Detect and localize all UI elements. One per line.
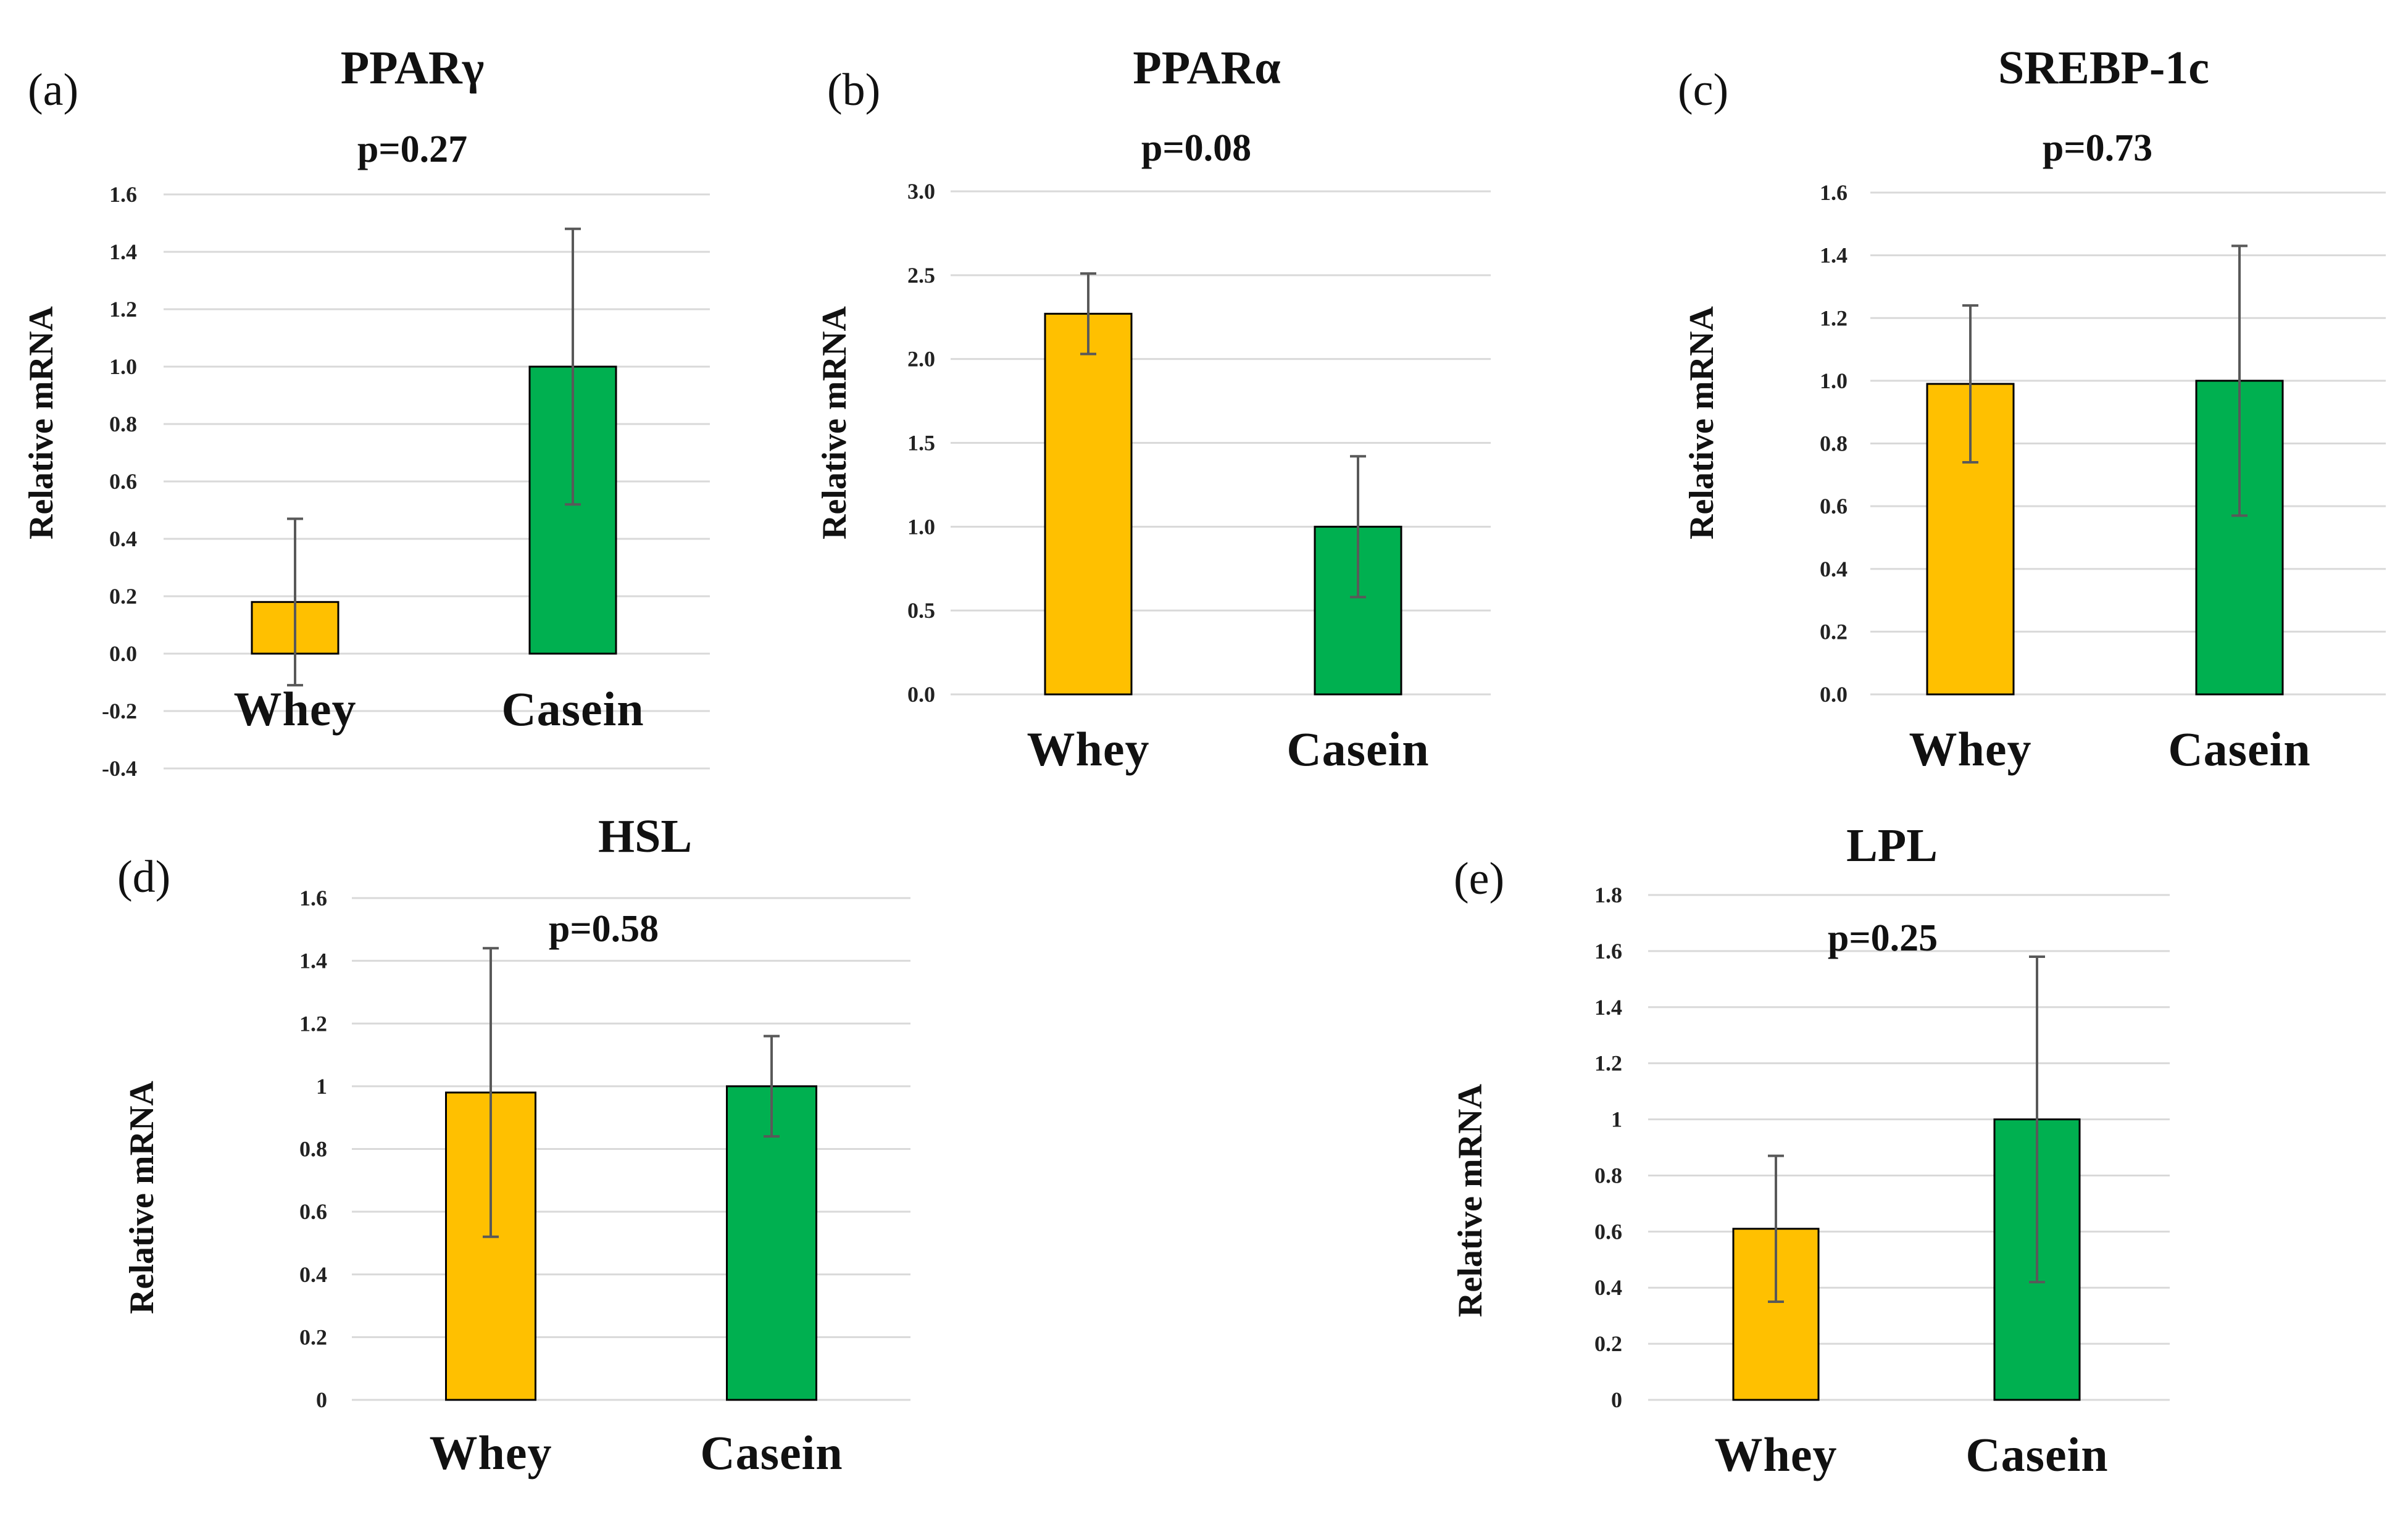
error-bar-whey xyxy=(1962,304,1978,464)
error-bar-whey xyxy=(1768,1154,1784,1303)
error-bar-casein xyxy=(2029,955,2045,1284)
bar-whey xyxy=(1044,312,1133,696)
y-tick-label: 3.0 xyxy=(907,179,935,204)
y-tick-label: 1.8 xyxy=(1594,883,1622,907)
error-bar-casein xyxy=(565,227,581,506)
y-tick-label: 0.0 xyxy=(109,641,137,666)
y-tick-label: 0.0 xyxy=(1820,682,1848,707)
panel-label: (e) xyxy=(1454,854,1504,904)
panel-label: (b) xyxy=(827,65,880,115)
chart-panel-b: 0.0 0.5 1.0 1.5 2.0 2.5 3.0 Whey Casein (b) PPARα p… xyxy=(815,42,1491,776)
y-tick-label: 0.4 xyxy=(299,1262,327,1287)
x-category-label: Whey xyxy=(1909,722,2032,776)
error-bar-casein xyxy=(2231,244,2248,517)
x-category-label: Casein xyxy=(1965,1428,2108,1481)
y-tick-label: 1.5 xyxy=(907,431,935,456)
panel-label: (d) xyxy=(117,852,170,902)
y-tick-label: 0.6 xyxy=(299,1199,327,1224)
x-category-label: Casein xyxy=(1286,722,1429,776)
error-bar-whey xyxy=(287,517,303,687)
error-bar-whey xyxy=(483,947,499,1238)
x-category-label: Whey xyxy=(1027,722,1150,776)
x-category-label: Casein xyxy=(501,682,644,736)
y-tick-label: 0 xyxy=(1611,1388,1622,1412)
p-value-annotation: p=0.58 xyxy=(549,908,659,950)
y-axis-label: Relative mRNA xyxy=(1683,306,1721,539)
y-tick-label: 2.5 xyxy=(907,263,935,288)
y-tick-label: 1.4 xyxy=(1820,243,1848,268)
y-axis-label: Relative mRNA xyxy=(815,306,854,539)
y-tick-label: 1.0 xyxy=(907,514,935,539)
y-tick-label: 1.2 xyxy=(1820,306,1848,330)
y-tick-label: 1.6 xyxy=(1594,939,1622,963)
y-tick-label: 0.2 xyxy=(299,1325,327,1349)
x-category-label: Casein xyxy=(2168,722,2310,776)
x-category-label: Whey xyxy=(1715,1428,1838,1481)
y-tick-label: 1.6 xyxy=(109,182,137,207)
y-tick-label: 1.6 xyxy=(1820,180,1848,205)
chart-panel-a: -0.4 -0.2 0.0 0.2 0.4 0.6 0.8 1.0 1.2 1.4 1.6 Whey C… xyxy=(22,42,710,781)
error-bar-whey xyxy=(1080,272,1096,356)
y-tick-label: -0.2 xyxy=(102,699,137,723)
x-category-label: Casein xyxy=(700,1426,843,1479)
y-tick-label: 1.2 xyxy=(299,1011,327,1036)
y-tick-label: 0.2 xyxy=(1820,619,1848,644)
y-tick-label: 2.0 xyxy=(907,347,935,372)
y-tick-label: 1.0 xyxy=(109,354,137,379)
y-tick-label: 0.2 xyxy=(1594,1331,1622,1356)
panel-label: (a) xyxy=(28,65,78,115)
y-tick-label: 1.4 xyxy=(1594,995,1622,1020)
y-tick-label: -0.4 xyxy=(102,756,137,781)
chart-title: LPL xyxy=(1846,820,1938,872)
p-value-annotation: p=0.25 xyxy=(1828,917,1938,959)
y-tick-label: 1 xyxy=(1611,1107,1622,1132)
y-tick-label: 1.0 xyxy=(1820,368,1848,393)
y-tick-label: 1.6 xyxy=(299,886,327,910)
y-tick-label: 1.2 xyxy=(1594,1051,1622,1076)
y-tick-label: 0.0 xyxy=(907,682,935,707)
y-tick-label: 0.5 xyxy=(907,598,935,623)
y-tick-label: 0.4 xyxy=(1820,557,1848,581)
chart-title: PPARα xyxy=(1133,42,1280,94)
y-tick-label: 0.4 xyxy=(1594,1275,1622,1300)
y-tick-label: 1.2 xyxy=(109,297,137,322)
y-tick-label: 1 xyxy=(316,1074,327,1099)
y-tick-label: 0.8 xyxy=(1820,431,1848,456)
y-tick-label: 0.8 xyxy=(1594,1163,1622,1188)
p-value-annotation: p=0.08 xyxy=(1141,127,1251,169)
p-value-annotation: p=0.27 xyxy=(357,128,467,170)
y-tick-label: 0.8 xyxy=(109,412,137,436)
y-tick-label: 1.4 xyxy=(299,949,327,973)
chart-panel-d: 0 0.2 0.4 0.6 0.8 1 1.2 1.4 1.6 Whey Casein (d) HSL p… xyxy=(117,810,910,1479)
y-axis-label: Relative mRNA xyxy=(1451,1083,1489,1317)
chart-title: HSL xyxy=(598,810,692,862)
y-tick-label: 0.8 xyxy=(299,1137,327,1162)
error-bar-casein xyxy=(764,1034,780,1138)
y-tick-label: 0.4 xyxy=(109,526,137,551)
y-tick-label: 0.2 xyxy=(109,584,137,609)
bar-casein xyxy=(726,1085,817,1401)
chart-title: SREBP-1c xyxy=(1998,42,2209,94)
y-tick-label: 1.4 xyxy=(109,239,137,264)
y-tick-label: 0.6 xyxy=(109,469,137,494)
y-axis-label: Relative mRNA xyxy=(22,306,60,539)
chart-title: PPARγ xyxy=(341,42,485,94)
y-tick-label: 0 xyxy=(316,1388,327,1412)
p-value-annotation: p=0.73 xyxy=(2043,127,2152,169)
chart-panel-e: 0 0.2 0.4 0.6 0.8 1 1.2 1.4 1.6 1.8 Whey Casein (e) L… xyxy=(1451,820,2170,1481)
y-axis-label: Relative mRNA xyxy=(123,1080,161,1313)
chart-panel-c: 0.0 0.2 0.4 0.6 0.8 1.0 1.2 1.4 1.6 Whey Casein (c)… xyxy=(1678,42,2386,776)
panel-label: (c) xyxy=(1678,65,1728,115)
y-tick-label: 0.6 xyxy=(1594,1219,1622,1244)
x-category-label: Whey xyxy=(430,1426,552,1479)
y-tick-label: 0.6 xyxy=(1820,494,1848,518)
x-category-label: Whey xyxy=(234,682,357,736)
error-bar-casein xyxy=(1350,455,1366,599)
